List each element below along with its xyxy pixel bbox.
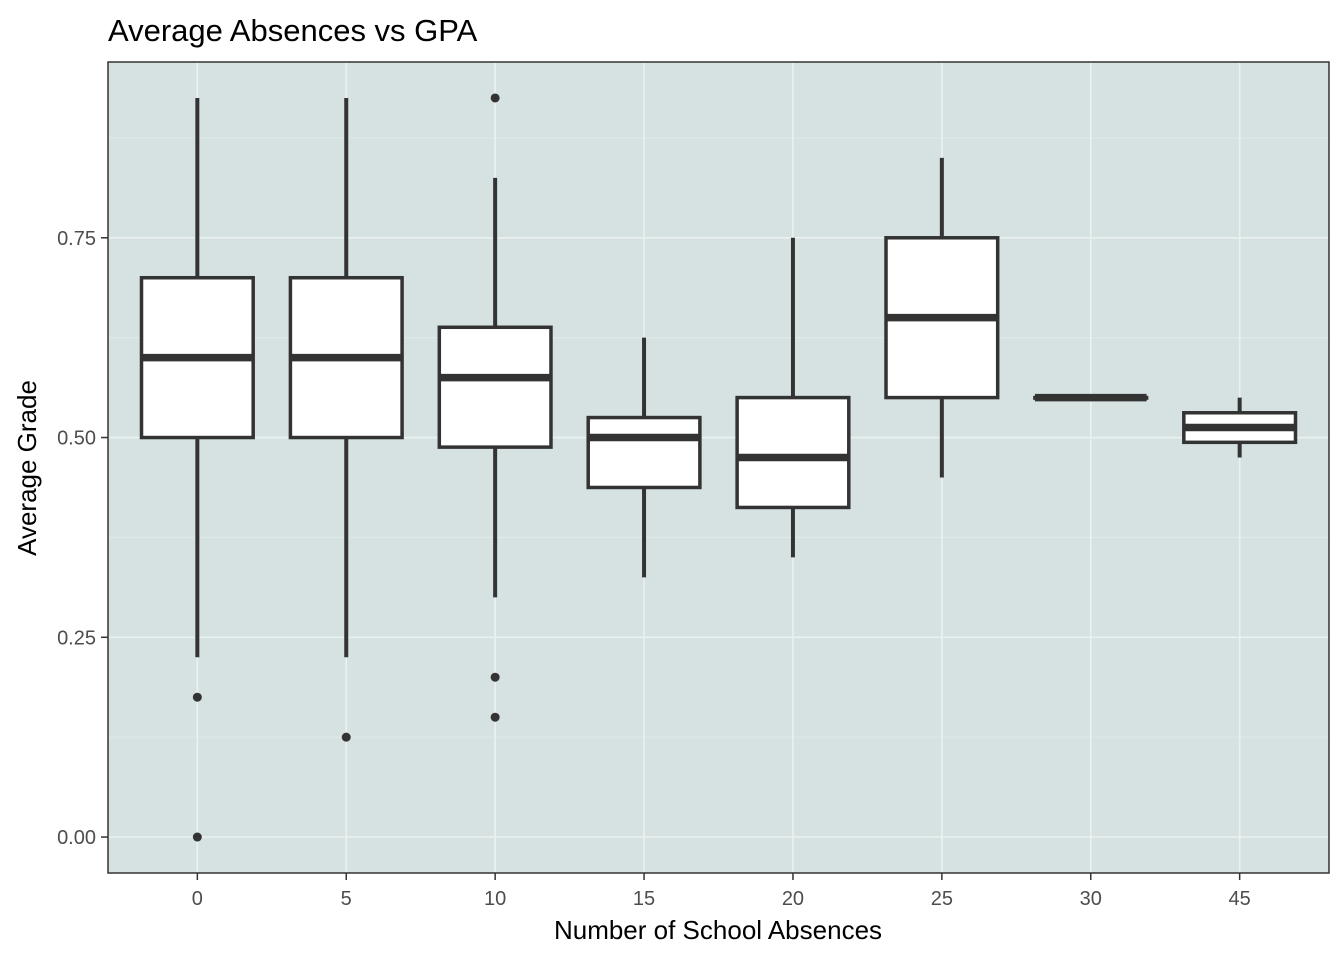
y-tick-label: 0.00 (57, 827, 96, 849)
x-tick-label: 5 (341, 888, 352, 910)
box-group-0 (139, 97, 255, 842)
plot-panel (108, 62, 1329, 873)
box-group-45 (1182, 397, 1298, 458)
box (735, 395, 851, 510)
outlier-point (490, 93, 500, 103)
y-axis-title: Average Grade (12, 380, 42, 556)
outlier-point (490, 672, 500, 682)
box-group-15 (586, 337, 702, 578)
x-tick-label: 10 (484, 888, 506, 910)
box-group-30 (1033, 393, 1149, 402)
box-group-10 (437, 93, 553, 722)
outlier-point (192, 832, 202, 842)
x-tick-label: 25 (931, 888, 953, 910)
outlier-point (490, 712, 500, 722)
outlier-point (341, 732, 351, 742)
x-tick-label: 15 (633, 888, 655, 910)
panel-border (107, 61, 1330, 874)
box-group-20 (735, 237, 851, 558)
outlier-point (192, 692, 202, 702)
y-tick-label: 0.75 (57, 228, 96, 250)
axis-layer: 0.00 0.25 0.50 0.75 0 5 10 15 20 25 30 45 (57, 228, 1251, 910)
x-axis-title: Number of School Absences (554, 915, 882, 945)
box-layer (139, 93, 1298, 842)
chart-title: Average Absences vs GPA (108, 13, 478, 48)
x-tick-label: 30 (1080, 888, 1102, 910)
box (586, 415, 702, 490)
x-tick-label: 0 (192, 888, 203, 910)
x-tick-label: 45 (1229, 888, 1251, 910)
y-tick-label: 0.50 (57, 428, 96, 450)
box-group-25 (884, 157, 1000, 478)
y-tick-label: 0.25 (57, 627, 96, 649)
x-tick-label: 20 (782, 888, 804, 910)
box-group-5 (288, 97, 404, 742)
box (437, 325, 553, 449)
